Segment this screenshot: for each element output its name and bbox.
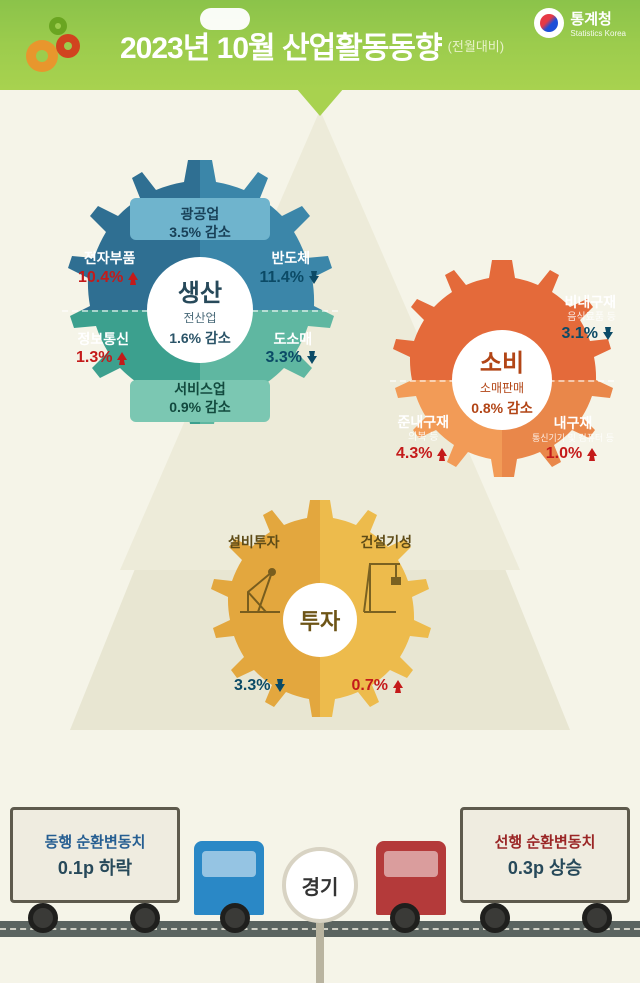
org-logo-icon [534, 8, 564, 38]
oil-pump-icon [236, 562, 284, 614]
prod-seg-0: 전자부품 10.4% [78, 250, 141, 288]
inv-seg-0-name: 설비투자 [228, 534, 280, 552]
leading-box: 선행 순환변동치 0.3p 상승 [460, 807, 630, 903]
arrow-up-icon [584, 446, 600, 462]
arrow-up-icon [125, 270, 141, 286]
leading-value: 0.3p 상승 [508, 854, 582, 880]
economy-sign-label: 경기 [302, 871, 339, 900]
consumption-gear: 소비 소매판매 0.8% 감소 비내구재 음식료품 등 3.1% 준내구재 의복… [372, 250, 632, 510]
investment-hub-title: 투자 [300, 604, 340, 636]
header-deco-gears [20, 16, 110, 76]
main-canvas: 생산 전산업 1.6% 감소 광공업 3.5% 감소 서비스업 0.9% 감소 … [0, 90, 640, 810]
prod-seg-2: 정보통신 1.3% [76, 331, 130, 369]
arrow-up-icon [434, 446, 450, 462]
production-gear: 생산 전산업 1.6% 감소 광공업 3.5% 감소 서비스업 0.9% 감소 … [40, 150, 360, 470]
truck-coincident: 동행 순환변동치 0.1p 하락 [10, 797, 270, 927]
production-hub-title: 생산 [178, 273, 222, 308]
org-name: 통계청 [570, 8, 626, 29]
header: 2023년 10월 산업활동동향 (전월대비) 통계청 Statistics K… [0, 0, 640, 90]
consumption-hub-value: 0.8% 감소 [471, 398, 533, 418]
cons-seg-2: 내구재 통신기기 및 컴퓨터 등 1.0% [532, 415, 614, 464]
cloud-deco [200, 8, 250, 30]
arrow-down-icon [272, 678, 288, 694]
arrow-down-icon [306, 270, 322, 286]
header-pointer [296, 88, 344, 116]
coincident-label: 동행 순환변동치 [45, 831, 146, 852]
crane-icon [356, 554, 404, 614]
coincident-value: 0.1p 하락 [58, 854, 132, 880]
cons-seg-1: 준내구재 의복 등 4.3% [396, 414, 450, 464]
investment-hub: 투자 [283, 583, 357, 657]
org-logo: 통계청 Statistics Korea [534, 8, 626, 38]
arrow-down-icon [600, 326, 616, 342]
arrow-up-icon [390, 678, 406, 694]
arrow-down-icon [304, 350, 320, 366]
arrow-up-icon [114, 350, 130, 366]
production-upper-band: 광공업 3.5% 감소 [40, 206, 360, 241]
prod-seg-1: 반도체 11.4% [260, 250, 322, 288]
prod-seg-3: 도소매 3.3% [266, 331, 320, 369]
inv-seg-1-name: 건설기성 [360, 534, 412, 552]
production-lower-band: 서비스업 0.9% 감소 [40, 381, 360, 416]
economy-section: 동행 순환변동치 0.1p 하락 선행 순환변동치 0.3p 상승 경기 [0, 767, 640, 937]
truck-leading: 선행 순환변동치 0.3p 상승 [370, 797, 630, 927]
leading-label: 선행 순환변동치 [495, 831, 596, 852]
consumption-hub-title: 소비 [480, 343, 524, 378]
cons-seg-0: 비내구재 음식료품 등 3.1% [372, 294, 616, 344]
economy-sign: 경기 [282, 847, 358, 923]
page-subtitle: (전월대비) [448, 36, 505, 55]
investment-gear: 투자 설비투자 건설기성 3.3% 0.7% [190, 490, 450, 750]
inv-seg-1-val: 0.7% [352, 676, 406, 696]
inv-seg-0-val: 3.3% [234, 676, 288, 696]
production-hub-value: 1.6% 감소 [169, 328, 231, 348]
coincident-box: 동행 순환변동치 0.1p 하락 [10, 807, 180, 903]
page-title: 2023년 10월 산업활동동향 [120, 23, 442, 67]
org-name-en: Statistics Korea [570, 29, 626, 38]
